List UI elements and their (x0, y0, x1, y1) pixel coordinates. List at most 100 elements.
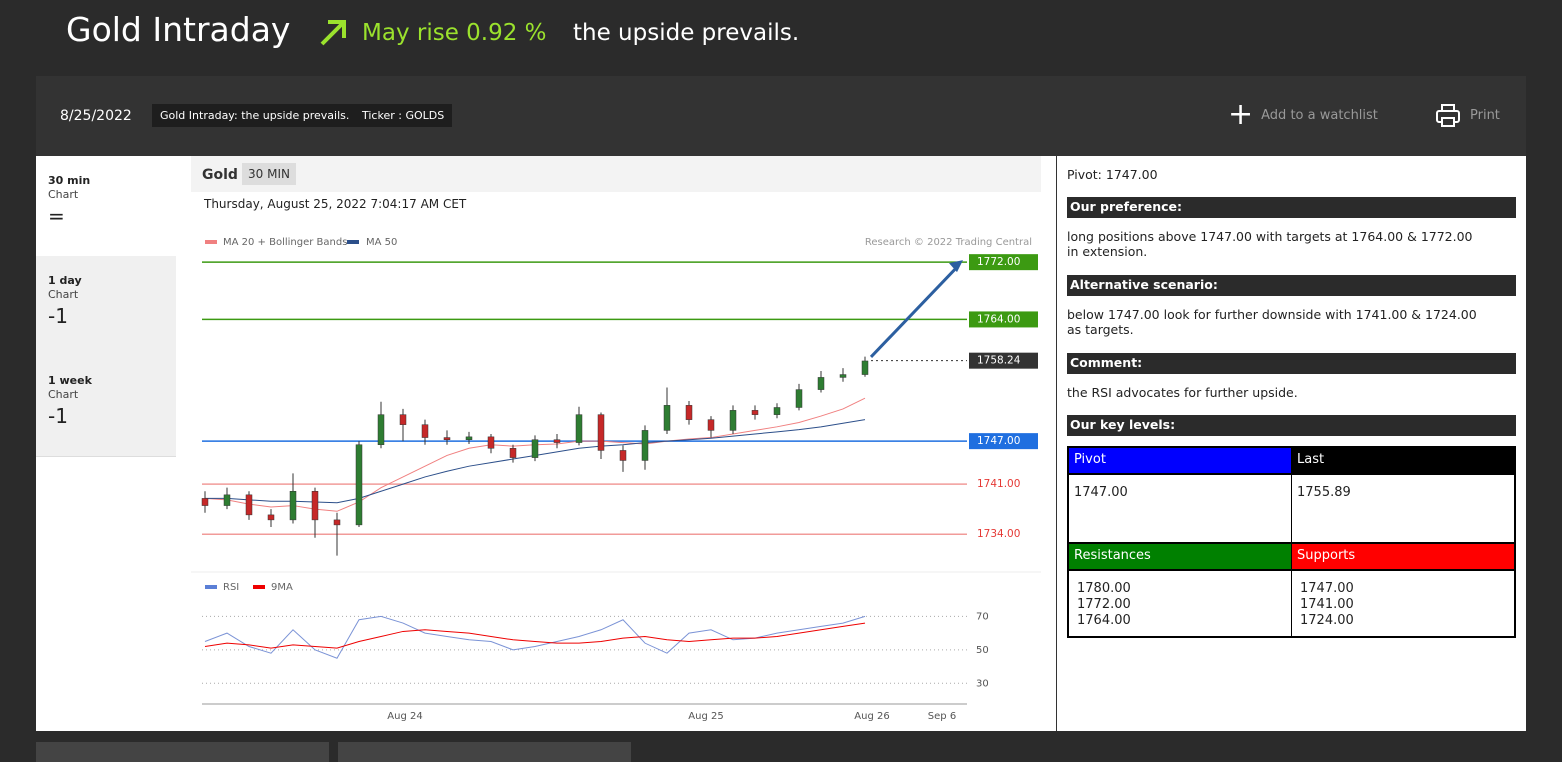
tab[interactable] (338, 742, 631, 762)
candle-body (245, 494, 253, 516)
level-value: 1764.00 (1077, 613, 1131, 628)
period: 1 week (48, 374, 92, 387)
candle-body (839, 374, 847, 378)
divider (1056, 156, 1057, 731)
credit: Research © 2022 Trading Central (865, 237, 1032, 248)
level-label: 1758.24 (977, 355, 1021, 367)
x-tick-label: Sep 6 (928, 711, 956, 722)
candle-body (641, 430, 649, 461)
level-label: 1747.00 (977, 435, 1020, 447)
candle-body (795, 389, 803, 408)
candle-body (289, 491, 297, 521)
up-arrow-icon (320, 20, 346, 46)
candle-body (553, 439, 561, 443)
legend-swatch (253, 585, 265, 589)
level-label-bg (969, 254, 1038, 271)
chart-header (191, 156, 1041, 192)
x-tick-label: Aug 26 (854, 711, 889, 722)
candle-body (377, 414, 385, 445)
tab[interactable] (36, 742, 329, 762)
chart: MA 20 + Bollinger Bands MA 50 Research © 2… (191, 237, 1041, 722)
candle-body (311, 491, 319, 521)
candle-body (729, 410, 737, 431)
level-value: 1772.00 (1077, 597, 1131, 612)
candle-body (421, 424, 429, 438)
signal: -1 (48, 304, 68, 328)
pivot: Pivot: 1747.00 (1067, 167, 1158, 182)
table-cell: 1755.89 (1291, 474, 1515, 543)
date: 8/25/2022 (60, 108, 132, 124)
tag: Gold Intraday: the upside prevails. (152, 104, 358, 127)
candle-body (861, 360, 869, 375)
chart-title: Gold (202, 167, 238, 183)
print-icon (1436, 104, 1460, 127)
timeframe (36, 156, 176, 257)
candle-body (509, 448, 517, 458)
title: Gold Intraday (66, 10, 291, 49)
period: 30 min (48, 174, 91, 187)
table-cell: Last (1291, 447, 1515, 474)
level-value: 1741.00 (1300, 597, 1354, 612)
section-heading: Our key levels: (1067, 415, 1516, 436)
candle-body (663, 405, 671, 431)
level-label: 1734.00 (977, 528, 1020, 540)
section-text: the RSI advocates for further upside. (1067, 385, 1298, 400)
candle-body (773, 407, 781, 415)
legend-label: MA 50 (366, 237, 397, 248)
section-text: long positions above 1747.00 with target… (1067, 229, 1473, 259)
level-value: 1724.00 (1300, 613, 1354, 628)
tag: Ticker : GOLDS (354, 104, 453, 127)
content (36, 156, 1526, 731)
candle-body (333, 519, 341, 526)
legend-label: MA 20 + Bollinger Bands (223, 237, 347, 248)
signal: = (48, 204, 65, 228)
level-label-bg (969, 352, 1038, 369)
table-cell: Resistances (1068, 543, 1292, 570)
kind: Chart (48, 188, 79, 201)
candle-body (201, 498, 209, 506)
candle-body (575, 414, 583, 443)
target-arrow (869, 267, 958, 358)
section-heading: Alternative scenario: (1067, 275, 1516, 296)
level-label: 1772.00 (977, 256, 1020, 268)
candle-body (751, 410, 759, 415)
table (1067, 446, 1516, 638)
watchlist-button[interactable]: + Add to a watchlist (1228, 100, 1378, 130)
candle-body (223, 494, 231, 506)
print-label: Print (1470, 107, 1500, 123)
level-value: 1780.00 (1077, 581, 1131, 596)
y-tick-label: 70 (976, 611, 989, 622)
level-label: 1741.00 (977, 478, 1020, 490)
legend-swatch (205, 240, 217, 244)
level-label: 1764.00 (977, 313, 1020, 325)
summary: the upside prevails. (573, 20, 800, 46)
section-text: below 1747.00 look for further downside … (1067, 307, 1477, 337)
table-cell (1291, 570, 1515, 637)
candle-body (443, 437, 451, 440)
x-tick-label: Aug 25 (688, 711, 723, 722)
candle-body (685, 405, 693, 420)
forecast: May rise 0.92 % (362, 20, 547, 46)
x-tick-label: Aug 24 (387, 711, 422, 722)
candle-body (355, 444, 363, 526)
level-label-bg (969, 311, 1038, 328)
candle-body (817, 377, 825, 390)
signal: -1 (48, 404, 68, 428)
candle-body (597, 414, 605, 451)
table-cell: Pivot (1068, 447, 1292, 474)
y-tick-label: 30 (976, 678, 989, 689)
candle-body (267, 514, 275, 521)
legend-label: 9MA (271, 582, 293, 593)
watchlist-label: Add to a watchlist (1261, 107, 1378, 123)
print-button[interactable]: Print (1434, 102, 1500, 128)
arrow-head (949, 260, 963, 273)
section-heading: Comment: (1067, 353, 1516, 374)
ma9-line (204, 622, 866, 649)
level-label-bg (969, 433, 1038, 450)
period: 1 day (48, 274, 82, 287)
candle-body (487, 436, 495, 449)
timestamp: Thursday, August 25, 2022 7:04:17 AM CET (204, 197, 467, 211)
candle-body (399, 414, 407, 425)
kind: Chart (48, 288, 79, 301)
